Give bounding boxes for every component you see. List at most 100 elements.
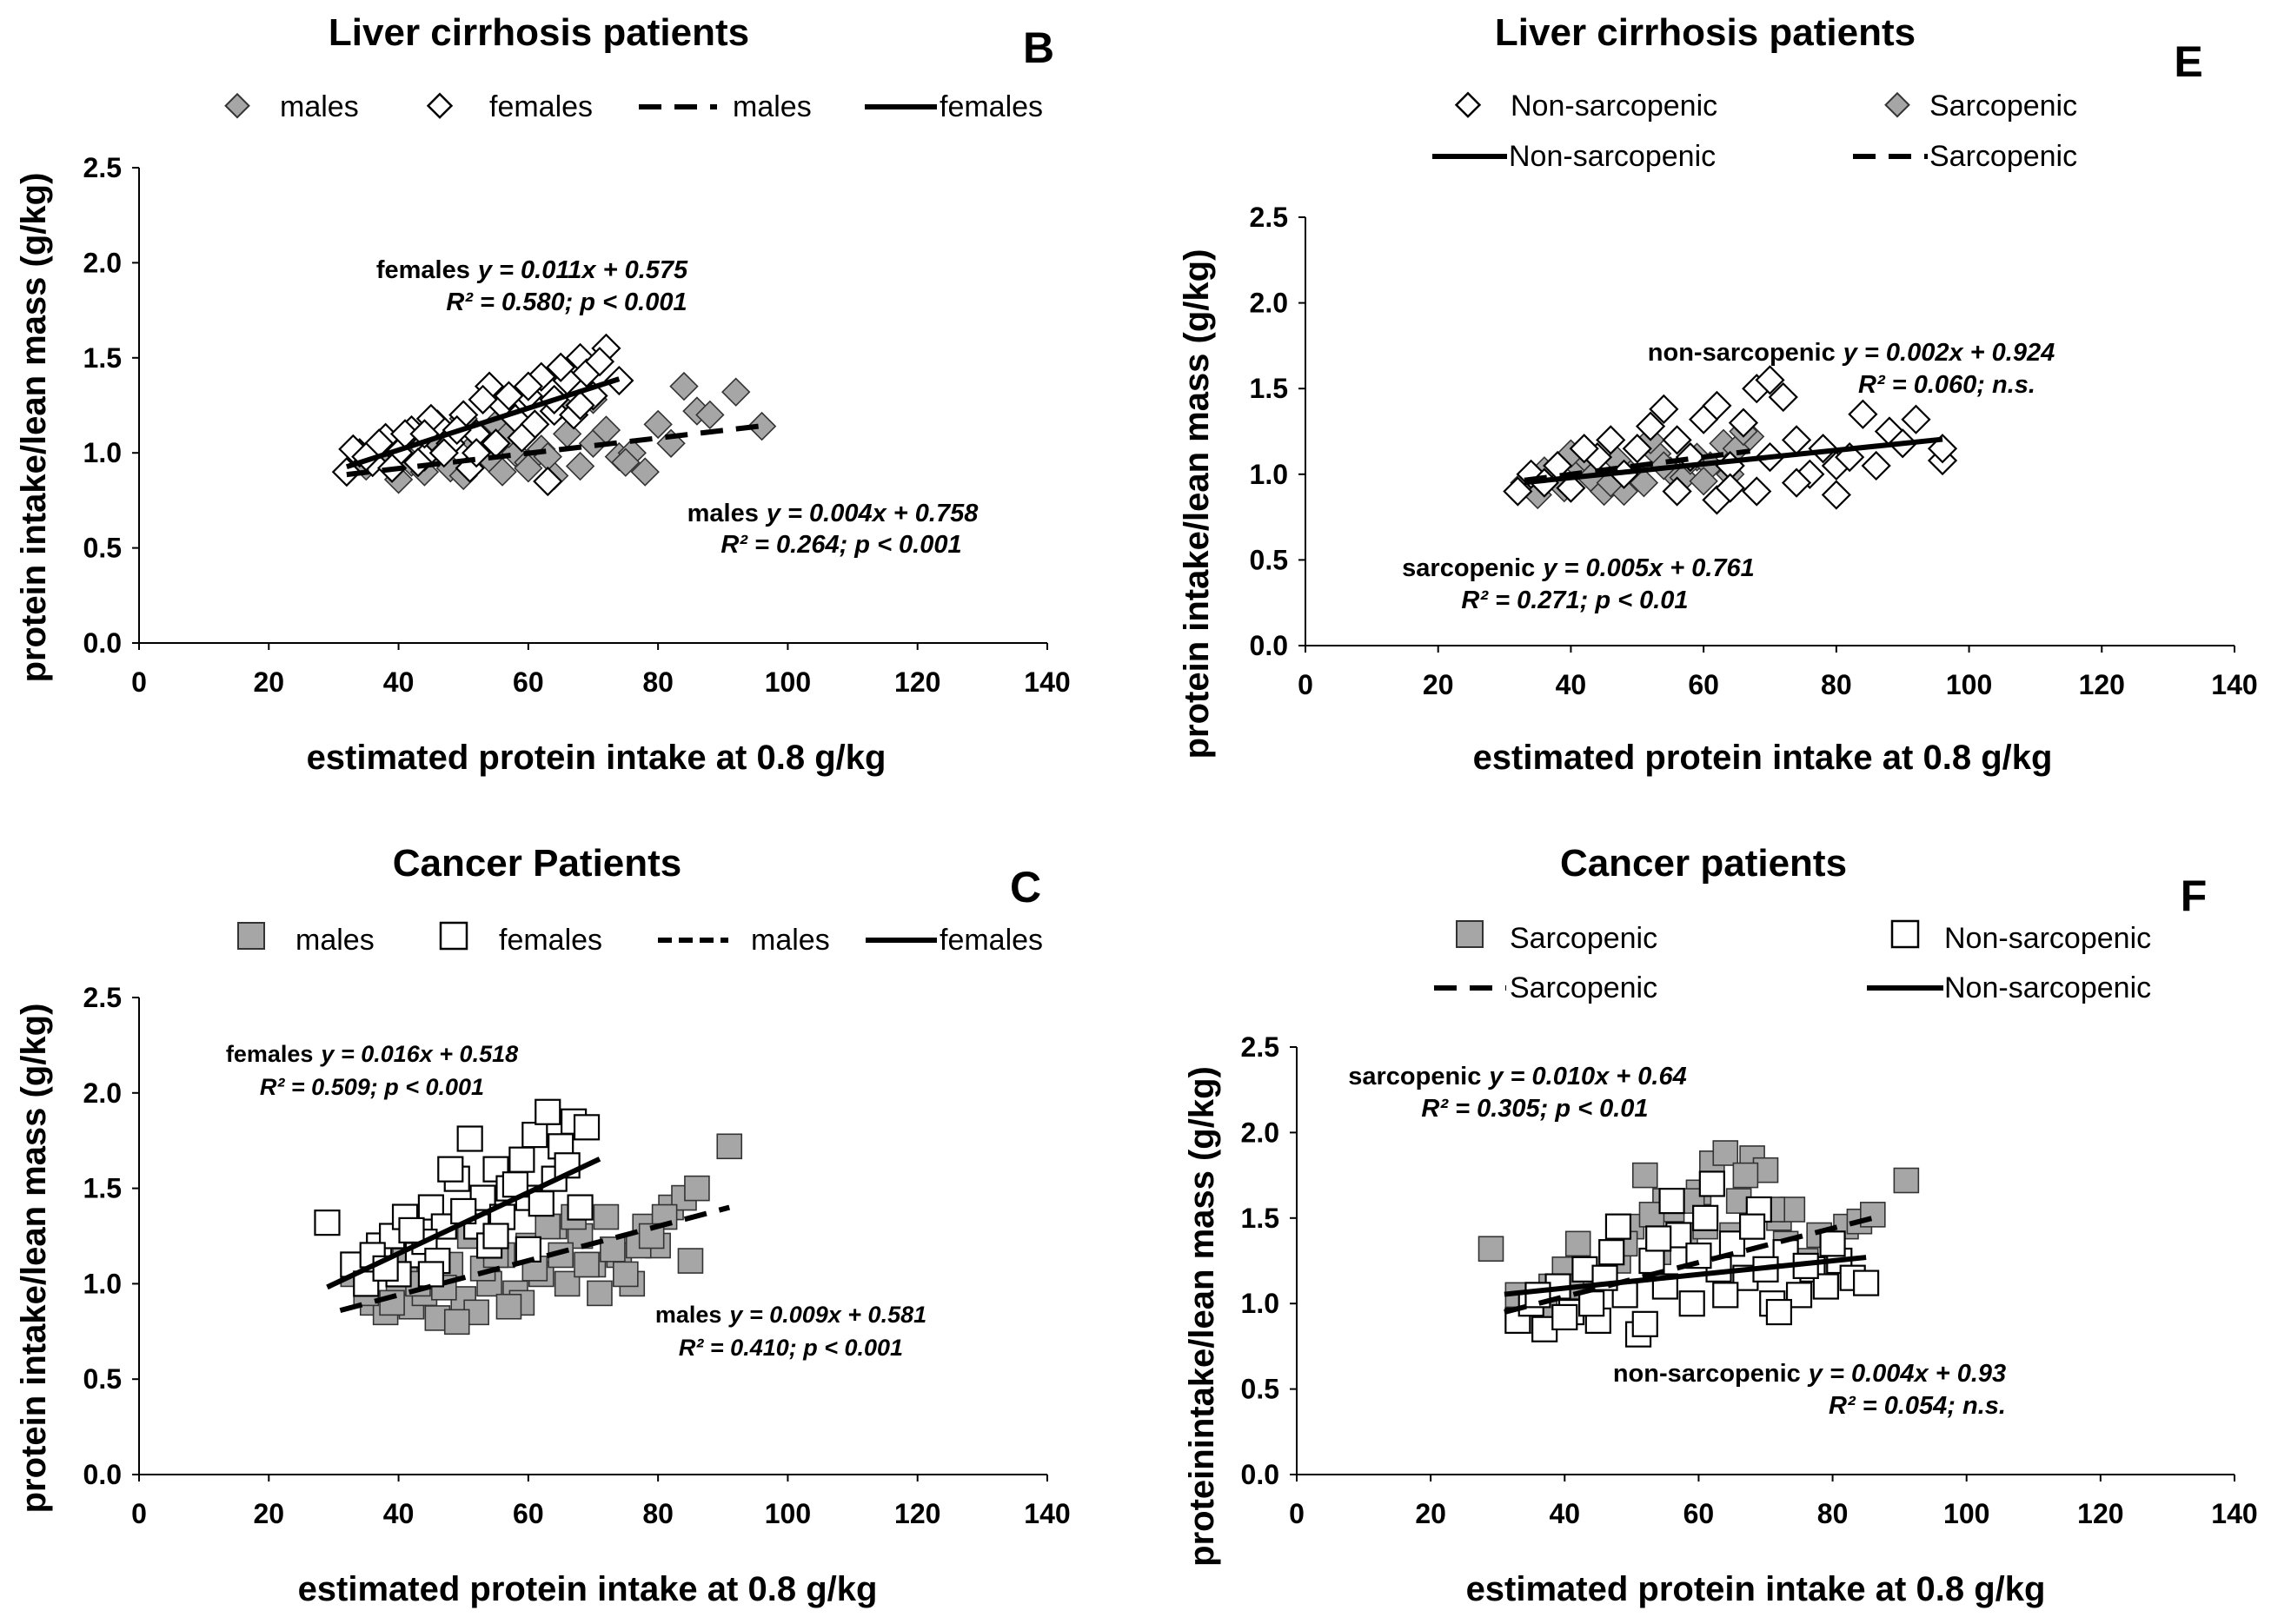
panel-e-plot: 0 20 40 60 80 100 120 140 0.0 0.5 1.0 1.5 2.0 2.5 — [1250, 202, 2258, 700]
panel-f-letter: F — [2181, 872, 2208, 920]
data-point — [565, 390, 595, 421]
x-tick-label: 0 — [131, 1498, 147, 1529]
data-point — [1564, 1230, 1591, 1257]
annotation-stats: R² = 0.060; n.s. — [1858, 371, 2035, 399]
x-tick-label: 80 — [1821, 669, 1852, 700]
panel-e-annotation-sarcopenic: sarcopenic y = 0.005x + 0.761 R² = 0.271;… — [1402, 554, 1755, 614]
data-point — [443, 1309, 470, 1336]
data-point — [488, 457, 517, 487]
data-point — [481, 428, 511, 459]
y-tick-label: 0.5 — [83, 533, 122, 564]
data-point — [508, 1146, 535, 1173]
data-point — [613, 1261, 639, 1288]
x-tick-label: 60 — [513, 666, 544, 698]
legend-label: females — [489, 90, 593, 123]
y-tick-label: 1.5 — [83, 342, 122, 374]
data-point — [428, 438, 459, 468]
x-axis-label: estimated protein intake at 0.8 g/kg — [1473, 739, 2053, 777]
x-tick-label: 140 — [1024, 666, 1070, 698]
data-point — [587, 1280, 613, 1307]
y-axis-label: protein intake/lean mass (g/kg) — [15, 1004, 53, 1514]
x-tick-label: 80 — [1817, 1498, 1849, 1529]
legend-label: Sarcopenic — [1510, 971, 1657, 1004]
y-tick-label: 0.0 — [83, 627, 122, 659]
y-tick-label: 2.5 — [1250, 202, 1288, 233]
data-point — [1698, 1170, 1725, 1197]
x-axis-label: estimated protein intake at 0.8 g/kg — [1466, 1570, 2046, 1608]
fit-line — [1504, 1255, 1867, 1297]
data-point — [1742, 476, 1772, 507]
panel-b: Liver cirrhosis patients B males females… — [15, 11, 1071, 777]
data-point — [677, 1248, 704, 1274]
data-point — [747, 411, 777, 441]
annotation-stats: R² = 0.054; n.s. — [1829, 1392, 2006, 1420]
x-tick-label: 20 — [1423, 669, 1454, 700]
panel-b-annotation-females: females y = 0.011x + 0.575 R² = 0.580; p … — [376, 256, 688, 316]
legend-label: females — [940, 924, 1043, 957]
data-point — [1622, 434, 1652, 464]
data-point — [1755, 365, 1785, 395]
x-tick-label: 60 — [1683, 1498, 1715, 1529]
annotation-stats: R² = 0.580; p < 0.001 — [446, 288, 687, 316]
panel-c-plot: 0 20 40 60 80 100 120 140 0.0 0.5 1.0 1.5 2.0 2.5 — [83, 982, 1071, 1529]
data-point — [1631, 1310, 1658, 1337]
data-point — [567, 1194, 594, 1221]
data-point — [630, 457, 660, 487]
data-point — [1848, 399, 1878, 429]
legend-label: males — [296, 924, 375, 957]
x-tick-label: 40 — [383, 1498, 415, 1529]
y-tick-label: 1.0 — [1250, 459, 1288, 490]
annotation-label: females — [376, 256, 470, 284]
data-point — [600, 1236, 626, 1263]
y-tick-label: 0.0 — [1241, 1459, 1279, 1490]
data-point — [535, 1213, 561, 1240]
data-point — [573, 1114, 601, 1141]
panel-e-letter: E — [2174, 37, 2202, 86]
y-axis-label: protein intake/lean mass (g/kg) — [15, 173, 53, 683]
annotation-equation: y = 0.004x + 0.93 — [1807, 1360, 2006, 1388]
data-point — [468, 384, 498, 415]
legend-label: Non-sarcopenic — [1944, 971, 2151, 1004]
data-point — [684, 1175, 710, 1202]
panel-c-legend: males females males females — [237, 921, 1043, 957]
annotation-equation: y = 0.009x + 0.581 — [727, 1302, 926, 1328]
data-point — [1712, 1282, 1739, 1309]
x-tick-label: 60 — [513, 1498, 544, 1529]
panel-c-annotation-males: males y = 0.009x + 0.581 R² = 0.410; p < … — [655, 1302, 926, 1361]
panel-b-annotation-males: males y = 0.004x + 0.758 R² = 0.264; p < … — [687, 500, 979, 559]
data-point — [1629, 467, 1659, 498]
annotation-stats: R² = 0.305; p < 0.01 — [1421, 1095, 1648, 1123]
data-point — [372, 1255, 399, 1282]
x-tick-label: 100 — [765, 1498, 811, 1529]
legend-label: Sarcopenic — [1510, 922, 1657, 955]
x-tick-label: 100 — [765, 666, 811, 698]
x-tick-label: 20 — [253, 666, 284, 698]
annotation-equation: y = 0.011x + 0.575 — [476, 256, 688, 284]
y-tick-label: 2.5 — [1241, 1031, 1279, 1063]
data-point — [533, 466, 563, 497]
data-point — [1569, 434, 1599, 464]
panel-f-annotation-non-sarcopenic: non-sarcopenic y = 0.004x + 0.93 R² = 0.0… — [1613, 1360, 2006, 1420]
legend-label: Non-sarcopenic — [1509, 140, 1716, 173]
data-point — [1819, 1230, 1846, 1257]
legend-marker — [1890, 919, 1920, 949]
y-axis-label: protein intake/lean mass (g/kg) — [1178, 249, 1216, 759]
fit-line — [1524, 436, 1943, 486]
data-point — [1861, 450, 1891, 481]
data-point — [482, 1223, 509, 1249]
legend-marker — [237, 922, 265, 950]
legend-label: Non-sarcopenic — [1511, 89, 1717, 123]
data-point — [593, 1203, 620, 1230]
y-axis-label: proteinintake/lean mass (g/kg) — [1183, 1066, 1221, 1567]
data-point — [1578, 1290, 1605, 1317]
panel-b-title: Liver cirrhosis patients — [329, 11, 749, 54]
data-point — [389, 419, 421, 449]
legend-label: Sarcopenic — [1929, 140, 2077, 173]
x-tick-label: 60 — [1688, 669, 1719, 700]
panel-c: Cancer Patients C males females males fe… — [15, 842, 1071, 1608]
